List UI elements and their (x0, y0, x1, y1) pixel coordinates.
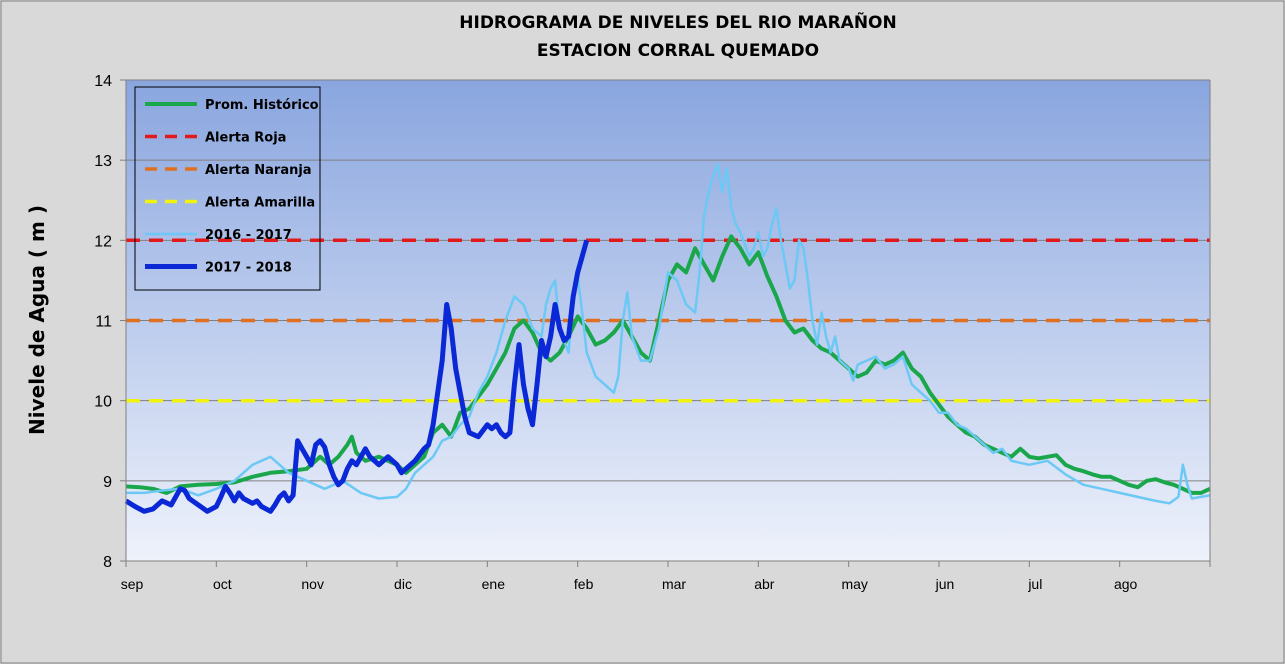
x-tick-label: mar (662, 576, 686, 592)
x-tick-label: ene (482, 576, 506, 592)
y-tick-label: 10 (94, 394, 112, 411)
series-line-2016-2017 (126, 162, 1211, 505)
x-tick-labels: sep oct nov dic ene feb mar abr may jun jul ago (121, 576, 1138, 592)
legend-label: Alerta Amarilla (205, 196, 315, 211)
series-line-2017-2018 (124, 239, 590, 514)
x-tick-label: ago (1114, 576, 1138, 592)
legend-label: 2016 - 2017 (205, 228, 292, 243)
x-tick-label: dic (394, 576, 412, 592)
y-tick-label: 13 (94, 153, 112, 170)
y-axis-label: Nivele de Agua ( m ) (25, 205, 49, 435)
legend-label: 2017 - 2018 (205, 261, 292, 276)
y-tick-label: 12 (94, 233, 112, 250)
y-tick-label: 11 (95, 314, 112, 331)
y-tick-label: 9 (103, 474, 112, 491)
x-tick-label: jun (935, 576, 955, 592)
legend-label: Prom. Histórico (205, 98, 319, 113)
x-tick-label: feb (574, 576, 594, 592)
chart-title-line-1: HIDROGRAMA DE NIVELES DEL RIO MARAÑON (459, 10, 896, 33)
y-tick-label: 14 (94, 73, 112, 90)
legend-box (134, 86, 321, 291)
chart-title-line-2: ESTACION CORRAL QUEMADO (537, 41, 819, 61)
legend-label: Alerta Naranja (205, 163, 312, 178)
axes (120, 79, 1211, 567)
x-tick-label: jul (1027, 576, 1042, 592)
x-tick-label: nov (301, 576, 324, 592)
x-tick-label: sep (121, 576, 144, 592)
x-tick-label: oct (213, 576, 232, 592)
y-tick-label: 8 (103, 554, 112, 571)
x-tick-label: may (841, 576, 867, 592)
x-tick-label: abr (754, 576, 775, 592)
y-tick-labels: 8 9 10 11 12 13 14 (94, 73, 112, 571)
legend-label: Alerta Roja (205, 131, 286, 146)
series-layer (124, 162, 1211, 514)
legend: Prom. Histórico Alerta Roja Alerta Naranja… (134, 86, 321, 291)
